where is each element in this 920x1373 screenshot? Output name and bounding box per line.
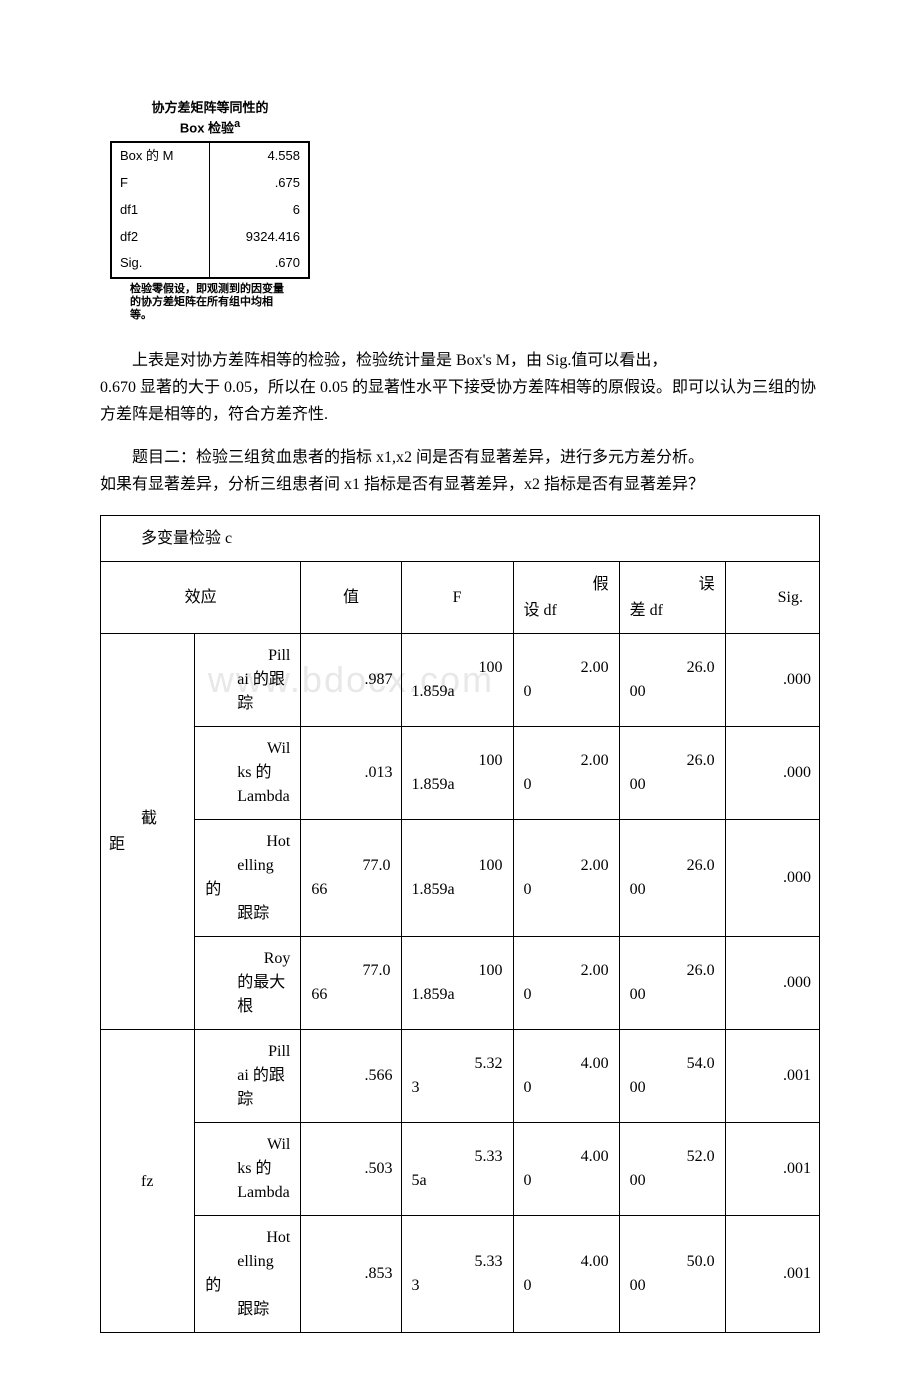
sig-cell: .001 [725,1030,819,1123]
f-cell: 100 1.859a [401,937,513,1030]
box-row-label: F [111,170,209,197]
value-cell: 77.0 66 [301,937,401,1030]
header-hdf: 假 设 df [513,562,619,634]
sig-cell: .000 [725,634,819,727]
sig-cell: .000 [725,937,819,1030]
hdf-cell: 4.00 0 [513,1123,619,1216]
table-row: F .675 [111,170,309,197]
table-row: Sig. .670 [111,250,309,278]
box-test-footnote: 检验零假设，即观测到的因变量的协方差矩阵在所有组中均相等。 [110,279,310,327]
hdf-cell: 4.00 0 [513,1216,619,1333]
edf-cell: 50.0 00 [619,1216,725,1333]
value-cell: .853 [301,1216,401,1333]
box-row-label: Sig. [111,250,209,278]
box-test-title-super: a [234,118,240,130]
table-row: Wil ks 的 Lambda .503 5.33 5a 4.00 0 52.0… [101,1123,820,1216]
f-cell: 5.32 3 [401,1030,513,1123]
hdf-cell: 2.00 0 [513,634,619,727]
f-cell: 5.33 3 [401,1216,513,1333]
hdf-cell: 2.00 0 [513,820,619,937]
stat-name: Wil ks 的 Lambda [195,727,301,820]
value-cell: www.bdocx.com .987 [301,634,401,727]
box-row-value: .670 [209,250,309,278]
edf-cell: 26.0 00 [619,634,725,727]
box-row-value: 4.558 [209,142,309,170]
table-row: df1 6 [111,197,309,224]
table-title: 多变量检验 c [101,515,820,562]
table-row: df2 9324.416 [111,224,309,251]
effect-label-intercept: 截 距 [101,634,195,1030]
sig-cell: .001 [725,1216,819,1333]
multivariate-test-table: 多变量检验 c 效应 值 F 假 设 df 误 差 df Sig. 截 距 Pi… [100,515,820,1334]
table-row: Roy 的最大 根 77.0 66 100 1.859a 2.00 0 26.0… [101,937,820,1030]
effect-label-fz: fz [101,1030,195,1333]
box-row-value: 6 [209,197,309,224]
stat-name: Roy 的最大 根 [195,937,301,1030]
hdf-cell: 2.00 0 [513,937,619,1030]
edf-cell: 26.0 00 [619,820,725,937]
box-row-label: df2 [111,224,209,251]
sig-cell: .000 [725,727,819,820]
header-f: F [401,562,513,634]
header-effect: 效应 [101,562,301,634]
f-cell: 5.33 5a [401,1123,513,1216]
table-row: Box 的 M 4.558 [111,142,309,170]
box-test-block: 协方差矩阵等同性的 Box 检验a Box 的 M 4.558 F .675 d… [110,100,310,327]
table-row: Hot elling 的 跟踪 77.0 66 100 1.859a 2.00 … [101,820,820,937]
box-test-title-line1: 协方差矩阵等同性的 [151,100,268,115]
f-cell: 100 1.859a [401,727,513,820]
table-row: Wil ks 的 Lambda .013 100 1.859a 2.00 0 2… [101,727,820,820]
body-paragraph-2b: 如果有显著差异，分析三组患者间 x1 指标是否有显著差异，x2 指标是否有显著差… [100,471,820,498]
table-row: Hot elling 的 跟踪 .853 5.33 3 4.00 0 50.0 … [101,1216,820,1333]
table-row: 多变量检验 c [101,515,820,562]
header-edf: 误 差 df [619,562,725,634]
box-test-title: 协方差矩阵等同性的 Box 检验a [110,100,310,137]
f-cell: 100 1.859a [401,820,513,937]
body-paragraph-2a: 题目二：检验三组贫血患者的指标 x1,x2 间是否有显著差异，进行多元方差分析。 [100,444,820,471]
sig-cell: .000 [725,820,819,937]
box-test-title-line2: Box 检验 [180,120,234,135]
stat-name: Hot elling 的 跟踪 [195,820,301,937]
table-row: fz Pill ai 的跟 踪 .566 5.32 3 4.00 0 54.0 … [101,1030,820,1123]
table-row: 截 距 Pill ai 的跟 踪 www.bdocx.com .987 100 … [101,634,820,727]
stat-name: Hot elling 的 跟踪 [195,1216,301,1333]
value-cell: 77.0 66 [301,820,401,937]
value-cell: .013 [301,727,401,820]
stat-name: Pill ai 的跟 踪 [195,1030,301,1123]
f-cell: 100 1.859a [401,634,513,727]
sig-cell: .001 [725,1123,819,1216]
body-paragraph-1a: 上表是对协方差阵相等的检验，检验统计量是 Box's M，由 Sig.值可以看出… [100,347,820,374]
value-cell: .503 [301,1123,401,1216]
value-cell: .566 [301,1030,401,1123]
table-row: 效应 值 F 假 设 df 误 差 df Sig. [101,562,820,634]
header-sig: Sig. [725,562,819,634]
box-row-label: df1 [111,197,209,224]
edf-cell: 54.0 00 [619,1030,725,1123]
edf-cell: 52.0 00 [619,1123,725,1216]
box-row-value: .675 [209,170,309,197]
edf-cell: 26.0 00 [619,937,725,1030]
body-paragraph-1b: 0.670 显著的大于 0.05，所以在 0.05 的显著性水平下接受协方差阵相… [100,374,820,428]
hdf-cell: 4.00 0 [513,1030,619,1123]
box-row-label: Box 的 M [111,142,209,170]
box-test-table: Box 的 M 4.558 F .675 df1 6 df2 9324.416 … [110,141,310,279]
stat-name: Pill ai 的跟 踪 [195,634,301,727]
box-row-value: 9324.416 [209,224,309,251]
header-value: 值 [301,562,401,634]
edf-cell: 26.0 00 [619,727,725,820]
stat-name: Wil ks 的 Lambda [195,1123,301,1216]
hdf-cell: 2.00 0 [513,727,619,820]
